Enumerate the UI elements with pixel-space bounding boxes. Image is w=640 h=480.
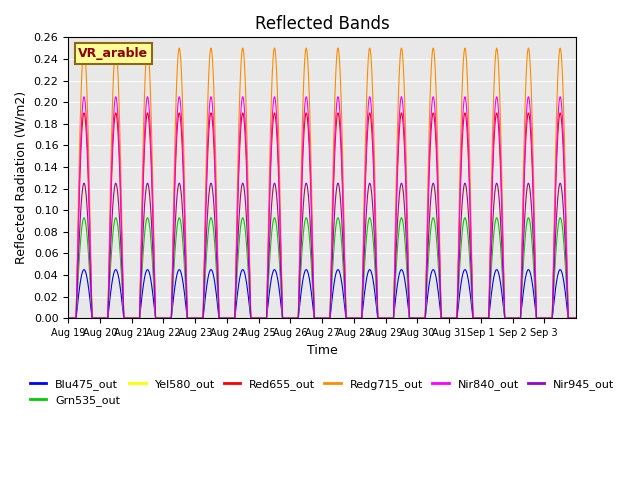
Title: Reflected Bands: Reflected Bands — [255, 15, 390, 33]
Red655_out — [64, 315, 72, 321]
Nir945_out — [303, 182, 311, 188]
Y-axis label: Reflected Radiation (W/m2): Reflected Radiation (W/m2) — [15, 91, 28, 264]
Nir840_out — [374, 315, 382, 321]
Grn535_out — [452, 315, 460, 321]
Nir945_out — [82, 190, 90, 195]
Nir945_out — [64, 315, 72, 321]
Text: VR_arable: VR_arable — [78, 47, 148, 60]
Blu475_out — [572, 315, 580, 321]
Red655_out — [303, 113, 311, 119]
Grn535_out — [303, 216, 311, 222]
Legend: Blu475_out, Grn535_out, Yel580_out, Red655_out, Redg715_out, Nir840_out, Nir945_: Blu475_out, Grn535_out, Yel580_out, Red6… — [25, 374, 619, 410]
Redg715_out — [452, 315, 460, 321]
Grn535_out — [260, 315, 268, 321]
Red655_out — [452, 315, 460, 321]
Nir945_out — [360, 254, 368, 260]
Line: Nir945_out: Nir945_out — [68, 183, 576, 318]
Line: Redg715_out: Redg715_out — [68, 48, 576, 318]
Grn535_out — [572, 315, 580, 321]
Grn535_out — [374, 315, 382, 321]
Line: Blu475_out: Blu475_out — [68, 270, 576, 318]
Yel580_out — [572, 315, 580, 321]
Grn535_out — [360, 270, 368, 276]
Nir840_out — [452, 315, 460, 321]
Nir840_out — [82, 109, 90, 115]
Redg715_out — [260, 315, 268, 321]
Redg715_out — [303, 48, 311, 54]
Grn535_out — [82, 222, 90, 228]
Nir945_out — [80, 180, 88, 186]
Redg715_out — [82, 64, 90, 70]
Nir840_out — [572, 315, 580, 321]
Redg715_out — [360, 192, 368, 198]
Blu475_out — [64, 315, 72, 321]
Blu475_out — [374, 315, 382, 321]
Blu475_out — [80, 267, 88, 273]
Red655_out — [360, 222, 368, 228]
Redg715_out — [572, 315, 580, 321]
Yel580_out — [82, 193, 90, 199]
Line: Grn535_out: Grn535_out — [68, 218, 576, 318]
Line: Nir840_out: Nir840_out — [68, 97, 576, 318]
Nir840_out — [360, 215, 368, 220]
Nir840_out — [260, 315, 268, 321]
Redg715_out — [374, 315, 382, 321]
Red655_out — [374, 315, 382, 321]
Red655_out — [572, 315, 580, 321]
Blu475_out — [260, 315, 268, 321]
Nir840_out — [64, 315, 72, 321]
Red655_out — [260, 315, 268, 321]
Redg715_out — [80, 45, 88, 51]
Blu475_out — [452, 315, 460, 321]
Grn535_out — [64, 315, 72, 321]
Blu475_out — [360, 293, 368, 299]
Yel580_out — [360, 255, 368, 261]
Yel580_out — [260, 315, 268, 321]
Yel580_out — [64, 315, 72, 321]
Blu475_out — [82, 270, 90, 276]
Nir840_out — [80, 94, 88, 100]
Nir945_out — [374, 315, 382, 321]
Grn535_out — [80, 215, 88, 221]
Nir945_out — [452, 315, 460, 321]
Line: Yel580_out: Yel580_out — [68, 186, 576, 318]
Blu475_out — [303, 267, 311, 273]
X-axis label: Time: Time — [307, 344, 337, 357]
Yel580_out — [374, 315, 382, 321]
Redg715_out — [64, 315, 72, 321]
Nir840_out — [303, 96, 311, 102]
Nir945_out — [260, 315, 268, 321]
Yel580_out — [452, 315, 460, 321]
Yel580_out — [80, 183, 88, 189]
Red655_out — [80, 110, 88, 116]
Line: Red655_out: Red655_out — [68, 113, 576, 318]
Red655_out — [82, 124, 90, 130]
Yel580_out — [303, 185, 311, 191]
Nir945_out — [572, 315, 580, 321]
